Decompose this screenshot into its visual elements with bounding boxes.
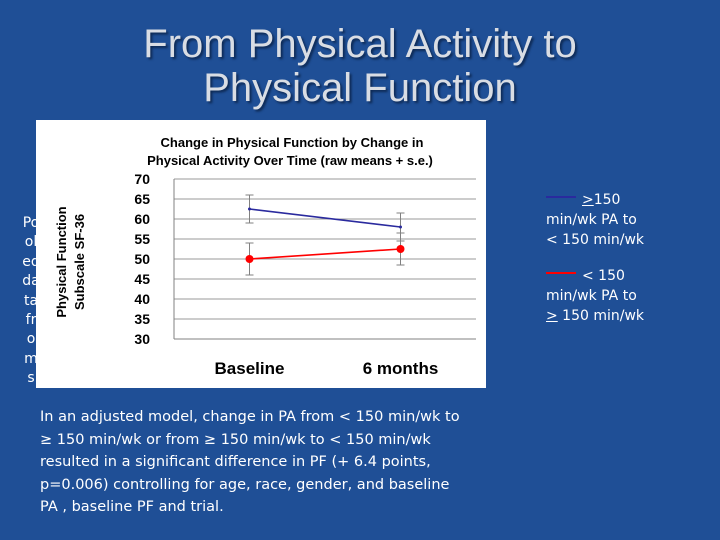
legend-swatch-red — [546, 272, 576, 274]
y-tick-label: 65 — [134, 191, 150, 207]
footnote-line: p=0.006) controlling for age, race, gend… — [40, 476, 450, 493]
legend-item-ge150-to-lt150: >150 min/wk PA to < 150 min/wk — [546, 190, 706, 250]
series-line-lt150-to-ge150 — [249, 248, 401, 260]
y-tick-label: 60 — [134, 211, 150, 227]
line-chart: Change in Physical Function by Change in… — [54, 135, 476, 378]
y-tick-label: 40 — [134, 291, 150, 307]
x-tick-label: Baseline — [215, 359, 285, 378]
legend-text: 150 — [593, 268, 625, 284]
y-tick-label: 55 — [134, 231, 150, 247]
y-axis-label-line-1: Physical Function — [54, 206, 69, 317]
data-point-lt150-to-ge150 — [245, 255, 254, 263]
footnote: In an adjusted model, change in PA from … — [40, 406, 600, 519]
legend-swatch-blue — [546, 196, 576, 198]
footnote-line: In an adjusted model, change in PA from … — [40, 409, 460, 425]
y-tick-label: 45 — [134, 271, 150, 287]
y-tick-label: 30 — [134, 331, 150, 347]
data-point-lt150-to-ge150 — [396, 245, 405, 253]
chart-title-line-1: Change in Physical Function by Change in — [161, 135, 424, 150]
legend-text: 150 min/wk — [557, 232, 645, 248]
y-tick-label: 70 — [134, 171, 150, 187]
vertical-side-text: Pooled data from s — [22, 215, 40, 387]
chart-panel: Change in Physical Function by Change in… — [36, 120, 486, 388]
legend-symbol: < — [582, 268, 594, 284]
y-tick-label: 50 — [134, 251, 150, 267]
legend-symbol: > — [546, 308, 558, 324]
title-line-2: Physical Function — [203, 66, 517, 110]
y-axis-label-line-2: Subscale SF-36 — [72, 214, 87, 310]
chart-title-line-2: Physical Activity Over Time (raw means +… — [147, 153, 433, 168]
legend-text: min/wk PA to — [546, 212, 637, 228]
legend-text: min/wk PA to — [546, 288, 637, 304]
y-tick-label: 35 — [134, 311, 150, 327]
plot-area: 30 35 40 45 50 55 60 65 70 Baseline 6 months — [134, 171, 476, 378]
footnote-line: PA , baseline PF and trial. — [40, 499, 224, 515]
footnote-line: ≥ 150 min/wk or from ≥ 150 min/wk to < 1… — [40, 431, 431, 448]
x-tick-label: 6 months — [363, 359, 439, 378]
title-line-1: From Physical Activity to — [143, 22, 577, 66]
series-line-ge150-to-lt150 — [249, 208, 401, 228]
data-point-ge150-to-lt150 — [248, 207, 251, 211]
footnote-line: resulted in a significant difference in … — [40, 454, 431, 470]
legend-symbol: < — [546, 232, 558, 248]
legend-item-lt150-to-ge150: < 150 min/wk PA to > 150 min/wk — [546, 266, 706, 326]
legend-symbol: > — [582, 192, 594, 208]
slide-title: From Physical Activity to Physical Funct… — [0, 22, 720, 110]
legend-text: 150 min/wk — [557, 308, 645, 324]
legend-text: 150 — [593, 192, 621, 208]
data-point-ge150-to-lt150 — [399, 225, 402, 229]
